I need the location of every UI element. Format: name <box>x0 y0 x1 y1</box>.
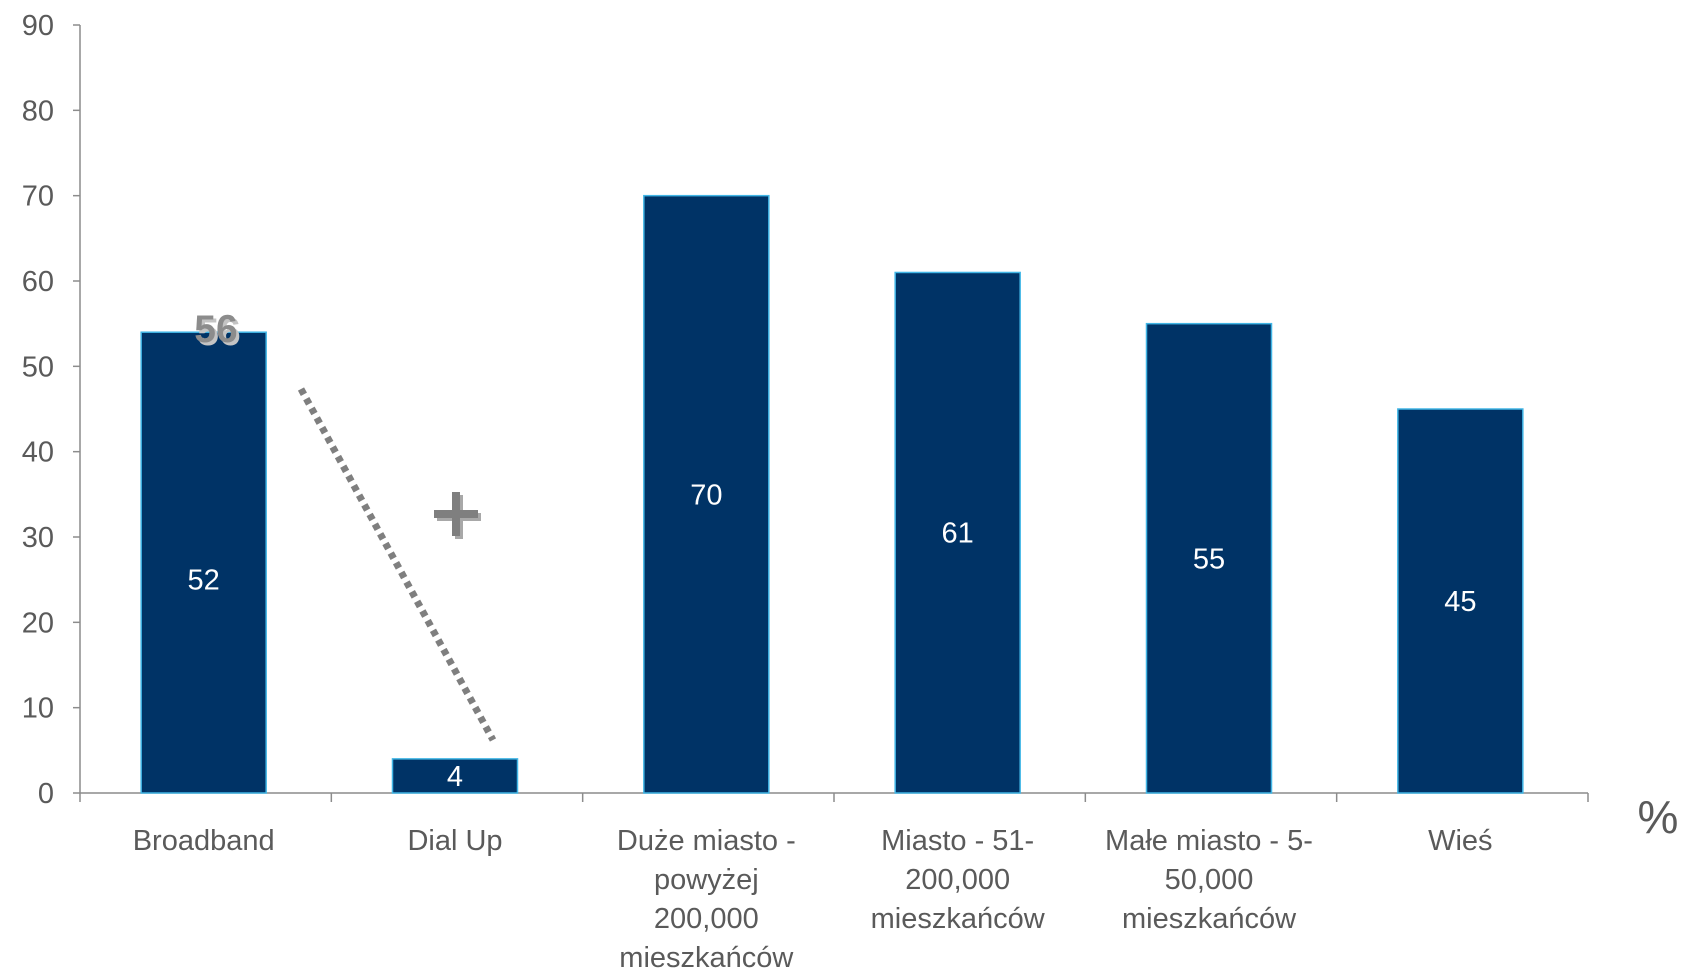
y-tick-label: 20 <box>22 607 54 639</box>
bar-data-label: 52 <box>188 565 220 597</box>
y-tick-label: 50 <box>22 351 54 383</box>
x-axis <box>79 792 1589 802</box>
y-tick-label: 40 <box>22 437 54 469</box>
category-label: Miasto - 51-200,000 mieszkańców <box>871 825 1046 935</box>
y-tick-label: 30 <box>22 522 54 554</box>
category-label: Dial Up <box>407 825 502 857</box>
category-label: Broadband <box>133 825 275 857</box>
bar-data-label: 55 <box>1193 543 1225 575</box>
unit-label: % <box>1638 791 1679 843</box>
bar <box>1145 322 1273 794</box>
y-tick-label: 10 <box>22 693 54 725</box>
y-tick-label: 80 <box>22 95 54 127</box>
y-tick-label: 70 <box>22 181 54 213</box>
category-labels: Broadband Dial Up Duże miasto -powyżej 200,… <box>133 825 1493 972</box>
category-label: Wieś <box>1428 825 1492 857</box>
combined-total-shadow: 56 <box>197 311 240 354</box>
bar <box>643 194 770 794</box>
y-tick-label: 0 <box>38 778 54 810</box>
bar-data-label: 45 <box>1444 586 1476 618</box>
category-label: Duże miasto -powyżej 200,000 mieszkańców <box>617 825 796 972</box>
y-tick-label: 60 <box>22 266 54 298</box>
bar <box>1397 408 1524 794</box>
y-tick-label: 90 <box>22 10 54 42</box>
y-axis: 0 10 20 30 40 50 60 70 80 90 <box>22 10 81 810</box>
bar-data-label: 61 <box>942 518 974 550</box>
bar-data-label: 4 <box>447 761 463 793</box>
dotted-connector-line <box>297 387 497 742</box>
bars <box>140 194 1524 794</box>
bar <box>140 331 267 794</box>
combined-total-label: 56 <box>194 308 237 351</box>
bar-labels: 52 4 70 61 55 45 <box>188 479 1477 793</box>
bar <box>894 271 1021 794</box>
category-label: Małe miasto - 5-50,000 mieszkańców <box>1105 825 1313 935</box>
plus-sign-annotation <box>434 492 481 539</box>
bar <box>391 758 519 794</box>
bar-data-label: 70 <box>690 479 722 511</box>
